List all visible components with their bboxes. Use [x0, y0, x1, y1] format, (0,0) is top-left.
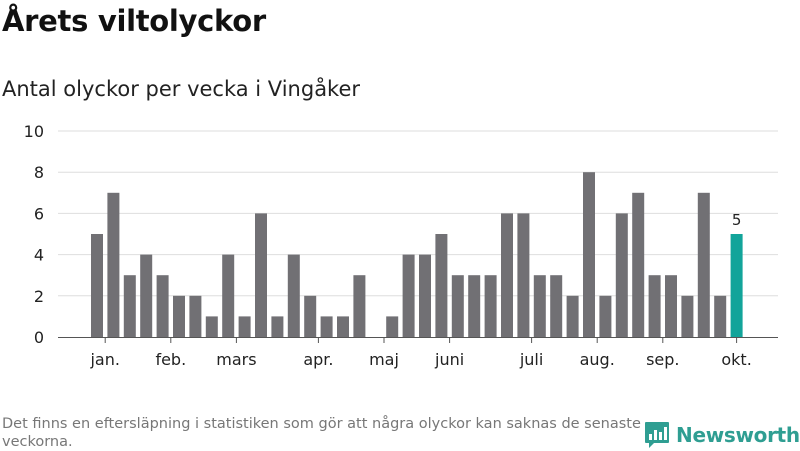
bar [517, 213, 530, 337]
bar [189, 295, 202, 337]
x-tick-label: aug. [580, 350, 615, 369]
bar [238, 316, 251, 337]
y-tick-label: 0 [34, 328, 44, 347]
y-tick-label: 2 [34, 287, 44, 306]
bar [468, 275, 481, 337]
bar-chart-logo-icon [645, 422, 669, 448]
bar [287, 254, 300, 337]
bar [697, 192, 710, 337]
chart-title: Årets viltolyckor [2, 4, 266, 38]
x-tick-label: okt. [721, 350, 751, 369]
bar [123, 275, 136, 337]
x-tick-label: feb. [155, 350, 186, 369]
bar-chart: 0 2 4 6 8 10 5 jan. feb. mars apr. maj juni juli aug. s… [24, 122, 778, 369]
y-tick-label: 6 [34, 204, 44, 223]
y-tick-label: 8 [34, 163, 44, 182]
x-tick-label: mars [216, 350, 256, 369]
bar [615, 213, 628, 337]
bar [435, 234, 448, 337]
bar [337, 316, 349, 337]
x-tick-label: jan. [89, 350, 119, 369]
chart-subtitle: Antal olyckor per vecka i Vingåker [2, 77, 361, 101]
bar [730, 234, 743, 337]
x-tick-label: juni [434, 350, 464, 369]
bar [205, 316, 218, 337]
bar [304, 295, 317, 337]
bar [583, 172, 595, 337]
newsworthy-brand: Newsworthy [644, 420, 800, 450]
bar [353, 275, 366, 337]
bar [566, 295, 579, 337]
footnote: Det finns en eftersläpning i statistiken… [2, 416, 641, 450]
x-tick-label: apr. [303, 350, 333, 369]
x-tick-label: juli [519, 350, 543, 369]
bar [320, 316, 333, 337]
bar [681, 295, 694, 337]
bar [714, 295, 727, 337]
bar [222, 254, 235, 337]
bar [386, 316, 399, 337]
y-tick-label: 10 [24, 122, 44, 141]
x-tick-label: maj [369, 350, 399, 369]
bar [484, 275, 497, 337]
y-tick-label: 4 [34, 246, 44, 265]
bar [173, 295, 185, 337]
bar [156, 275, 169, 337]
bar [91, 234, 103, 337]
brand-name: Newsworthy [676, 423, 800, 447]
bar [632, 192, 645, 337]
bar [665, 275, 677, 337]
bar [648, 275, 661, 337]
bar [107, 192, 120, 337]
bar [419, 254, 431, 337]
bar [140, 254, 153, 337]
bar [255, 213, 267, 337]
x-tick-label: sep. [646, 350, 679, 369]
bar [533, 275, 546, 337]
bar [402, 254, 415, 337]
data-label: 5 [732, 211, 742, 229]
bar [271, 316, 284, 337]
bar [550, 275, 563, 337]
bar [501, 213, 513, 337]
bar [451, 275, 464, 337]
bar [599, 295, 612, 337]
